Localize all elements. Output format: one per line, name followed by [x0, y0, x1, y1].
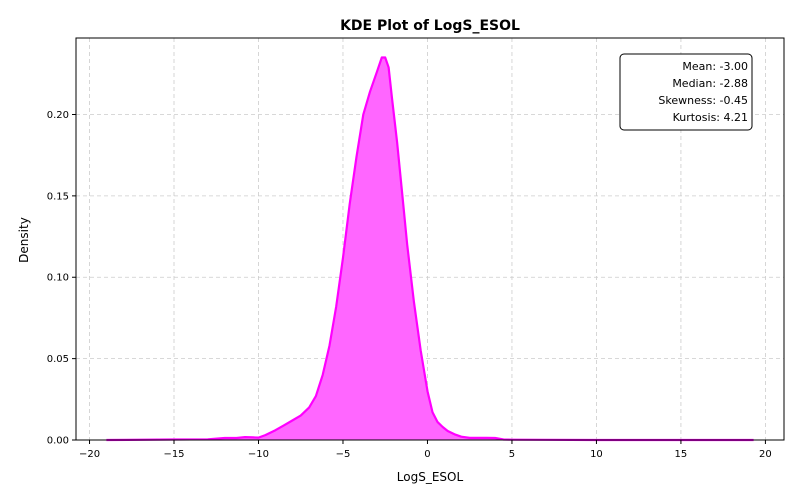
y-tick-label: 0.00 [47, 436, 69, 447]
stats-kurtosis: Kurtosis: 4.21 [673, 111, 748, 124]
x-tick-label: −20 [79, 449, 100, 460]
stats-skewness: Skewness: -0.45 [658, 94, 748, 107]
x-tick-label: 15 [675, 449, 688, 460]
plot-frame [75, 37, 785, 441]
stats-median: Median: -2.88 [672, 77, 748, 90]
stats-box-frame [619, 53, 753, 131]
x-tick-label: 0 [424, 449, 430, 460]
y-tick-label: 0.20 [47, 110, 69, 121]
kde-line [106, 56, 754, 442]
x-axis: −20 −15 −10 −5 0 5 10 15 20 [79, 440, 772, 460]
y-tick-label: 0.10 [47, 273, 69, 284]
y-axis: 0.00 0.05 0.10 0.15 0.20 [47, 110, 76, 447]
chart-title: KDE Plot of LogS_ESOL [340, 18, 520, 34]
y-tick-label: 0.05 [47, 354, 69, 365]
x-tick-label: 5 [509, 449, 515, 460]
y-axis-title: Density [17, 217, 31, 263]
x-tick-label: −5 [336, 449, 351, 460]
stats-box: Mean: -3.00 Median: -2.88 Skewness: -0.4… [619, 53, 753, 131]
x-axis-title: LogS_ESOL [397, 470, 464, 484]
x-tick-label: 20 [759, 449, 772, 460]
x-tick-label: 10 [590, 449, 603, 460]
y-tick-label: 0.15 [47, 191, 69, 202]
stats-mean: Mean: -3.00 [682, 60, 748, 73]
x-tick-label: −15 [163, 449, 184, 460]
x-tick-label: −10 [248, 449, 269, 460]
